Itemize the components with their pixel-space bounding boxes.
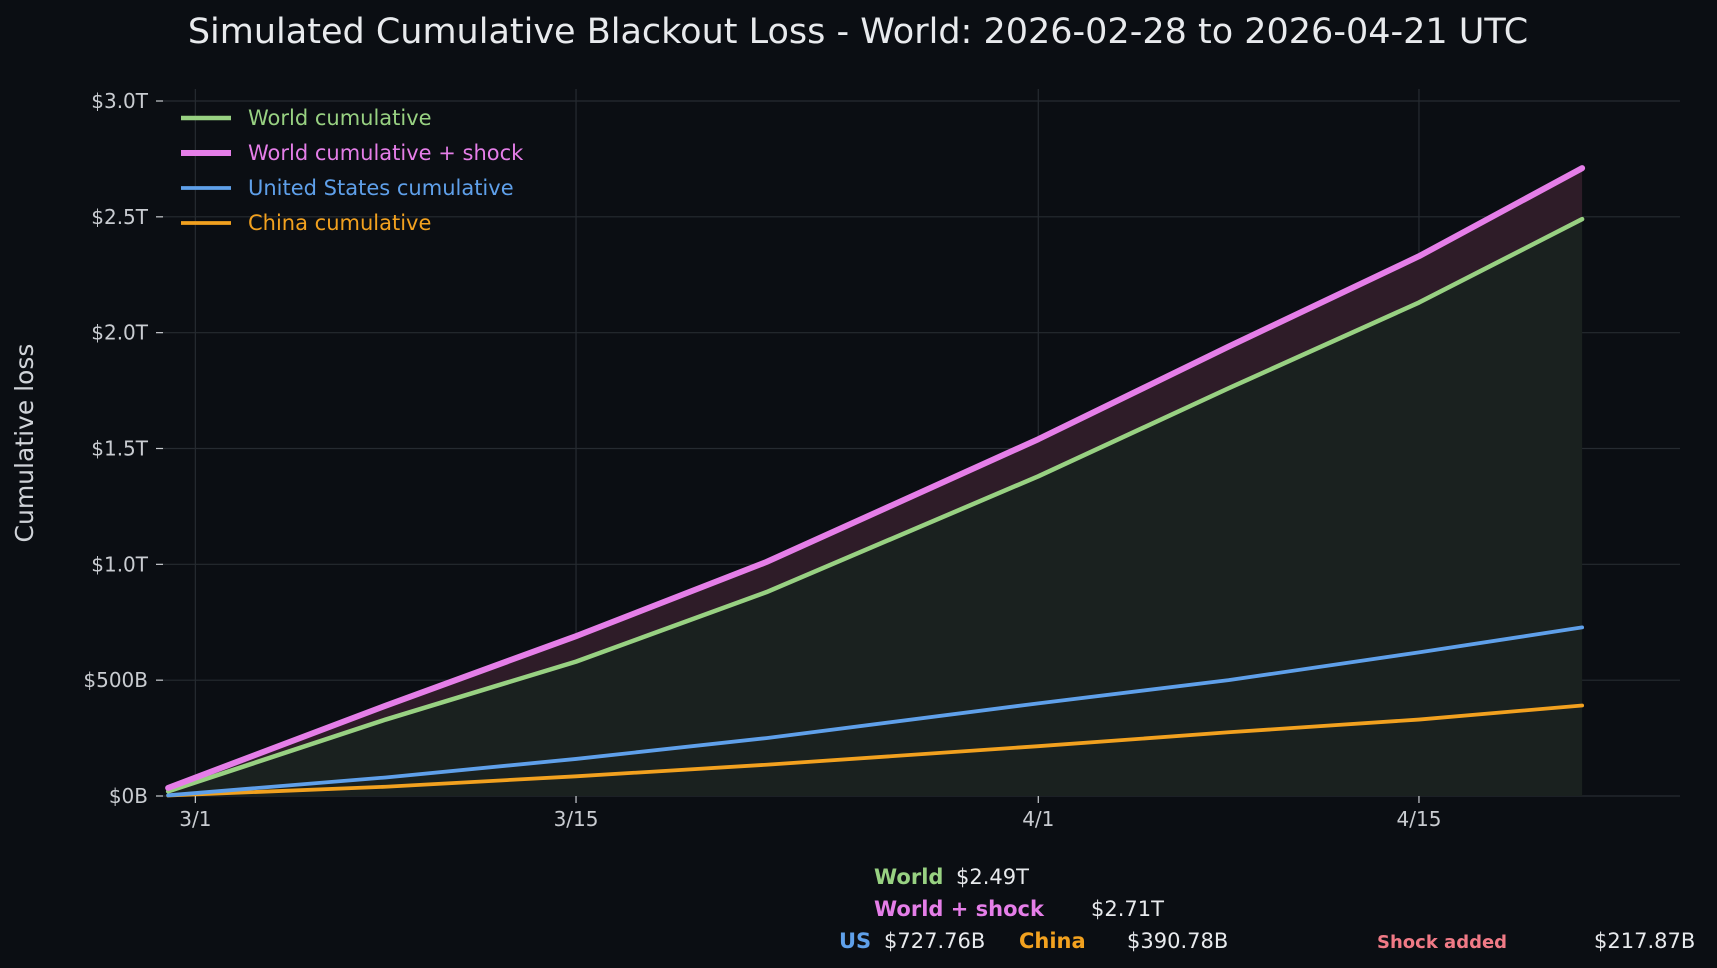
series-line-1 <box>165 165 1586 791</box>
legend-entry-label: World cumulative <box>248 106 432 130</box>
y-tick-label: $2.5T <box>91 205 149 229</box>
legend-entry-label: United States cumulative <box>248 176 514 200</box>
y-tick-label: $500B <box>83 668 148 692</box>
summary-us-label: US <box>839 929 871 953</box>
x-axis-ticks: 3/1 3/15 4/1 4/15 <box>179 796 1441 831</box>
series-line-3 <box>166 703 1585 798</box>
summary-world-shock-value: $2.71T <box>1091 897 1164 921</box>
y-tick-label: $2.0T <box>91 321 149 345</box>
summary-world-value: $2.49T <box>956 865 1029 889</box>
x-tick-label: 3/1 <box>179 807 211 831</box>
chart-title: Simulated Cumulative Blackout Loss - Wor… <box>188 12 1528 52</box>
summary-us-value: $727.76B <box>884 929 985 953</box>
y-tick-label: $1.5T <box>91 437 149 461</box>
x-tick-label: 4/1 <box>1022 807 1054 831</box>
y-tick-label: $1.0T <box>91 552 149 576</box>
y-axis-label: Cumulative loss <box>10 344 39 543</box>
summary-world-shock-label: World + shock <box>874 897 1045 921</box>
area-fills <box>168 168 1583 796</box>
series-line-0 <box>165 216 1585 794</box>
summary-china-value: $390.78B <box>1127 929 1228 953</box>
series-line-2 <box>166 625 1585 798</box>
legend: World cumulative World cumulative + shock… <box>181 106 524 235</box>
legend-entry-label: World cumulative + shock <box>248 141 524 165</box>
summary-panel: World $2.49T World + shock $2.71T US $72… <box>839 865 1695 953</box>
summary-china-label: China <box>1019 929 1086 953</box>
y-tick-label: $3.0T <box>91 89 149 113</box>
summary-world-label: World <box>874 865 943 889</box>
y-tick-label: $0B <box>109 784 148 808</box>
y-axis-ticks: $0B $500B $1.0T $1.5T $2.0T $2.5T $3.0T <box>83 89 163 808</box>
x-tick-label: 4/15 <box>1397 807 1442 831</box>
world-area-fill <box>168 219 1583 796</box>
x-tick-label: 3/15 <box>554 807 599 831</box>
series-lines <box>165 165 1586 798</box>
summary-shock-added-label: Shock added <box>1377 932 1507 953</box>
summary-shock-added-value: $217.87B <box>1594 929 1695 953</box>
legend-entry-label: China cumulative <box>248 211 431 235</box>
